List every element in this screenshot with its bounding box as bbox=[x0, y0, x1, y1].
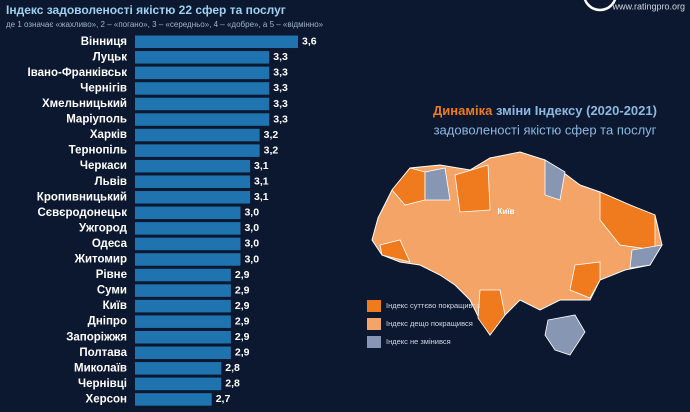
category-label: Львів bbox=[95, 176, 127, 188]
value-label: 2,8 bbox=[225, 362, 240, 374]
category-label: Тернопіль bbox=[69, 145, 127, 157]
bar bbox=[135, 330, 231, 344]
map-region bbox=[454, 164, 491, 213]
value-label: 3,6 bbox=[302, 36, 317, 48]
value-label: 3,2 bbox=[264, 144, 279, 156]
legend-label: Індекс дещо покращився bbox=[386, 319, 473, 328]
bar bbox=[135, 299, 231, 313]
category-label: Черкаси bbox=[80, 160, 127, 172]
value-label: 3,0 bbox=[244, 222, 259, 234]
value-label: 3,0 bbox=[244, 253, 259, 265]
map bbox=[371, 151, 663, 356]
map-title: Динаміка зміни Індексу (2020-2021) bbox=[433, 103, 657, 118]
category-label: Харків bbox=[90, 129, 127, 141]
category-label: Івано-Франківськ bbox=[28, 67, 128, 79]
bar bbox=[135, 362, 222, 375]
category-label: Чернівці bbox=[78, 378, 127, 390]
bar bbox=[135, 268, 231, 282]
bar bbox=[135, 393, 212, 406]
value-label: 3,0 bbox=[244, 207, 259, 219]
bar bbox=[135, 237, 241, 251]
category-label: Сєвєродонецьк bbox=[37, 207, 127, 219]
legend-label: Індекс суттєво покращився bbox=[386, 301, 480, 310]
category-label: Хмельницький bbox=[42, 98, 127, 110]
value-label: 2,7 bbox=[216, 393, 231, 405]
category-label: Кропивницький bbox=[37, 191, 127, 203]
category-label: Херсон bbox=[86, 393, 128, 405]
bar bbox=[135, 377, 222, 391]
category-label: Полтава bbox=[79, 347, 127, 359]
value-label: 3,3 bbox=[273, 98, 288, 110]
map-capital: Київ bbox=[498, 207, 515, 216]
value-label: 3,3 bbox=[273, 82, 288, 94]
value-label: 2,9 bbox=[235, 331, 250, 343]
bar bbox=[135, 128, 260, 142]
value-label: 3,3 bbox=[273, 51, 288, 63]
bar bbox=[135, 346, 231, 360]
value-label: 3,0 bbox=[244, 238, 259, 250]
bar bbox=[135, 35, 298, 49]
category-label: Маріуполь bbox=[66, 114, 127, 126]
legend-swatch bbox=[367, 336, 381, 348]
bar bbox=[135, 82, 270, 95]
category-label: Луцьк bbox=[93, 51, 128, 63]
legend-swatch bbox=[367, 300, 381, 312]
site-url: www.ratingpro.org bbox=[611, 1, 685, 11]
legend-label: Індекс не змінився bbox=[386, 337, 451, 346]
category-label: Запоріжжя bbox=[66, 331, 127, 343]
category-label: Одеса bbox=[92, 238, 128, 250]
bar bbox=[135, 66, 270, 80]
map-region bbox=[569, 261, 601, 299]
bar bbox=[135, 206, 241, 220]
category-label: Дніпро bbox=[88, 316, 127, 328]
value-label: 2,8 bbox=[225, 378, 240, 390]
map-region bbox=[379, 239, 411, 263]
category-label: Миколаїв bbox=[74, 362, 127, 374]
bar bbox=[135, 159, 251, 173]
value-label: 3,1 bbox=[254, 160, 269, 172]
map-region bbox=[629, 244, 663, 269]
map-region bbox=[424, 167, 451, 201]
value-label: 2,9 bbox=[235, 347, 250, 359]
bar bbox=[135, 191, 251, 204]
bar bbox=[135, 113, 270, 126]
category-label: Чернігів bbox=[80, 82, 127, 94]
category-label: Рівне bbox=[96, 269, 127, 281]
value-label: 3,3 bbox=[273, 67, 288, 79]
value-label: 2,9 bbox=[235, 315, 250, 327]
bar bbox=[135, 284, 231, 297]
map-region bbox=[544, 159, 566, 201]
category-label: Житомир bbox=[74, 254, 127, 266]
bar bbox=[135, 144, 260, 157]
category-label: Суми bbox=[97, 285, 127, 297]
bar bbox=[135, 97, 270, 111]
value-label: 2,9 bbox=[235, 269, 250, 281]
category-label: Ужгород bbox=[79, 222, 128, 234]
bar bbox=[135, 51, 270, 64]
value-label: 3,3 bbox=[273, 113, 288, 125]
bar bbox=[135, 315, 231, 328]
value-label: 2,9 bbox=[235, 284, 250, 296]
bar bbox=[135, 175, 251, 188]
category-label: Київ bbox=[103, 300, 127, 312]
map-title-bold: Динаміка bbox=[433, 103, 493, 118]
value-label: 2,9 bbox=[235, 300, 250, 312]
bar bbox=[135, 253, 241, 266]
logo bbox=[583, 0, 617, 12]
map-crimea bbox=[544, 314, 586, 356]
map-region bbox=[477, 289, 506, 336]
legend-swatch bbox=[367, 318, 381, 330]
value-label: 3,2 bbox=[264, 129, 279, 141]
value-label: 3,1 bbox=[254, 191, 269, 203]
category-label: Вінниця bbox=[81, 36, 127, 48]
map-title-rest: зміни Індексу (2020-2021) bbox=[496, 103, 657, 118]
chart-subtitle: де 1 означає «жахливо», 2 – «погано», 3 … bbox=[6, 20, 324, 29]
map-subtitle: задоволеності якістю сфер та послуг bbox=[434, 122, 657, 137]
bar bbox=[135, 222, 241, 235]
chart-title: Індекс задоволеності якістю 22 сфер та п… bbox=[6, 3, 286, 17]
value-label: 3,1 bbox=[254, 176, 269, 188]
